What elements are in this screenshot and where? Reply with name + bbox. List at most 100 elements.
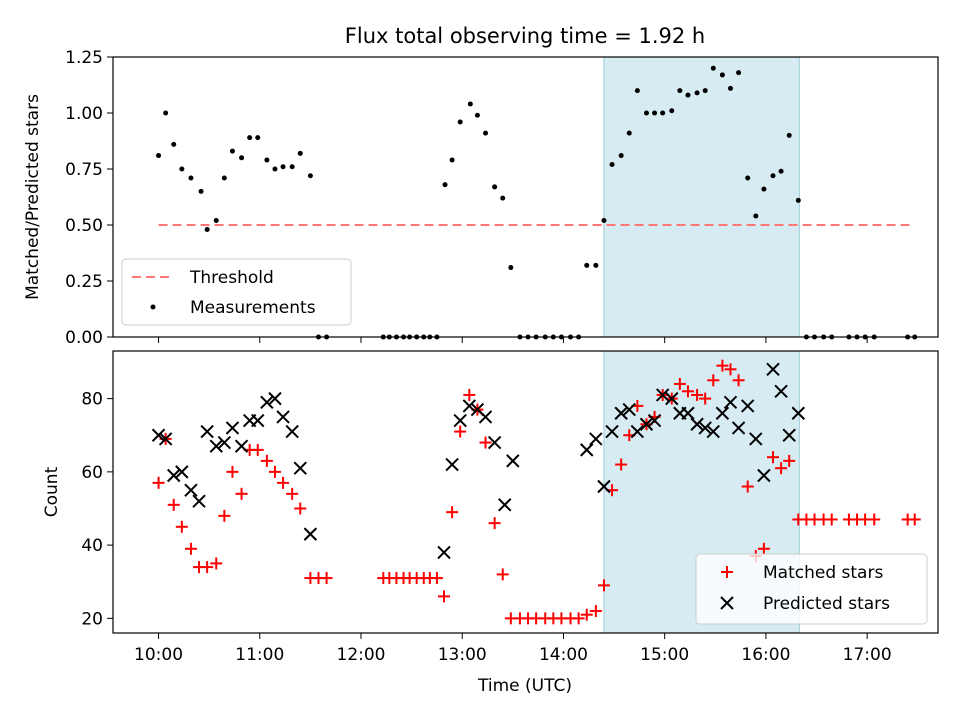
matched-star-point bbox=[226, 465, 239, 478]
matched-star-point bbox=[463, 388, 476, 401]
predicted-star-point-b bbox=[791, 406, 806, 420]
measurement-point bbox=[255, 135, 261, 141]
measurement-point bbox=[609, 162, 615, 168]
predicted-star-point bbox=[597, 479, 611, 494]
predicted-star-point-b bbox=[647, 413, 662, 428]
predicted-star-point bbox=[151, 428, 166, 442]
measurements-points bbox=[156, 65, 918, 340]
predicted-star-point-b bbox=[782, 428, 796, 442]
bottom-y-axis-label: Count bbox=[42, 466, 62, 517]
predicted-star-point-b bbox=[268, 391, 282, 406]
measurement-point bbox=[289, 164, 295, 170]
matched-star-point bbox=[757, 542, 770, 555]
measurement-point bbox=[171, 141, 177, 147]
measurement-point bbox=[280, 164, 286, 170]
matched-star-point bbox=[277, 476, 290, 489]
matched-star-point bbox=[446, 506, 459, 519]
predicted-star-point bbox=[791, 406, 806, 420]
predicted-star-point bbox=[647, 413, 662, 428]
legend-matched-label: Matched stars bbox=[763, 563, 883, 583]
matched-star-point bbox=[868, 513, 881, 526]
predicted-star-point bbox=[715, 406, 730, 420]
matched-star-point bbox=[218, 509, 231, 522]
bottom-legend: Matched stars Predicted stars bbox=[695, 553, 928, 625]
predicted-star-point bbox=[303, 527, 318, 541]
measurement-point bbox=[247, 135, 253, 141]
measurement-point bbox=[492, 184, 498, 190]
predicted-star-point-b bbox=[614, 406, 628, 420]
matched-star-point bbox=[251, 443, 264, 456]
measurement-point bbox=[213, 218, 219, 224]
predicted-star-point bbox=[498, 498, 512, 512]
predicted-star-point-b bbox=[506, 454, 520, 468]
top-panel: 0.00 0.25 0.50 0.75 1.00 1.25 Matched/Predict… bbox=[23, 48, 939, 348]
measurement-point bbox=[264, 157, 270, 163]
matched-star-point bbox=[580, 608, 593, 621]
predicted-star-point bbox=[731, 421, 746, 435]
predicted-star-point-b bbox=[605, 424, 619, 439]
top-y-axis-label: Matched/Predicted stars bbox=[23, 94, 43, 300]
predicted-star-point bbox=[260, 395, 274, 409]
matched-star-point bbox=[597, 579, 610, 592]
predicted-star-point bbox=[158, 432, 173, 446]
measurement-point bbox=[786, 132, 792, 138]
measurement-point bbox=[601, 218, 607, 224]
predicted-star-point-b bbox=[740, 399, 755, 413]
predicted-star-point-b bbox=[293, 461, 307, 475]
matched-star-point bbox=[783, 454, 796, 467]
matched-star-point bbox=[589, 605, 602, 618]
measurement-point bbox=[442, 182, 448, 188]
matched-star-point bbox=[268, 465, 281, 478]
predicted-star-point bbox=[698, 421, 712, 435]
measurement-point bbox=[474, 112, 480, 118]
bottom-axes-frame bbox=[112, 350, 939, 634]
predicted-star-point-b bbox=[175, 465, 189, 479]
predicted-star-point-b bbox=[445, 457, 459, 472]
predicted-star-point-b bbox=[487, 435, 502, 450]
predicted-star-point-b bbox=[251, 413, 265, 428]
top-axes-frame bbox=[112, 56, 939, 338]
predicted-star-point-b bbox=[639, 417, 654, 431]
predicted-star-point bbox=[774, 384, 788, 398]
predicted-star-point-b bbox=[690, 417, 704, 431]
measurement-point bbox=[778, 168, 784, 174]
matched-star-point bbox=[294, 502, 307, 515]
matched-star-point bbox=[496, 568, 509, 581]
predicted-star-point bbox=[192, 494, 206, 508]
predicted-star-point-b bbox=[462, 399, 477, 413]
predicted-star-point-b bbox=[209, 439, 223, 453]
predicted-star-point bbox=[614, 406, 628, 420]
measurement-point bbox=[753, 213, 759, 219]
measurement-point bbox=[702, 88, 708, 94]
matched-star-point bbox=[286, 487, 299, 500]
predicted-star-point-b bbox=[470, 402, 485, 417]
predicted-star-point bbox=[757, 468, 771, 483]
measurement-point bbox=[229, 148, 235, 154]
measurement-point bbox=[307, 173, 313, 179]
legend-measurements-swatch bbox=[150, 304, 156, 310]
top-legend: Threshold Measurements bbox=[121, 258, 352, 326]
matched-star-point bbox=[673, 377, 686, 390]
matched-star-point bbox=[724, 363, 737, 376]
matched-star-point bbox=[235, 487, 248, 500]
matched-star-point bbox=[691, 388, 704, 401]
legend-predicted-label: Predicted stars bbox=[763, 594, 890, 614]
measurement-point bbox=[660, 110, 666, 116]
matched-star-point bbox=[184, 542, 197, 555]
matched-star-point bbox=[167, 498, 180, 511]
predicted-star-point bbox=[681, 406, 695, 420]
predicted-star-point bbox=[639, 417, 654, 431]
predicted-star-point-b bbox=[234, 439, 249, 453]
predicted-star-point-b bbox=[453, 413, 467, 428]
measurement-point bbox=[710, 65, 716, 71]
predicted-star-point bbox=[453, 413, 467, 428]
matched-star-point bbox=[152, 476, 165, 489]
predicted-star-point-b bbox=[437, 545, 451, 560]
x-axis-label: Time (UTC) bbox=[477, 676, 572, 696]
measurement-point bbox=[593, 262, 599, 268]
measurement-point bbox=[719, 72, 725, 78]
matched-star-point bbox=[201, 561, 214, 574]
bottom-y-tick-label: 80 bbox=[81, 390, 103, 410]
predicted-star-point bbox=[437, 545, 451, 560]
